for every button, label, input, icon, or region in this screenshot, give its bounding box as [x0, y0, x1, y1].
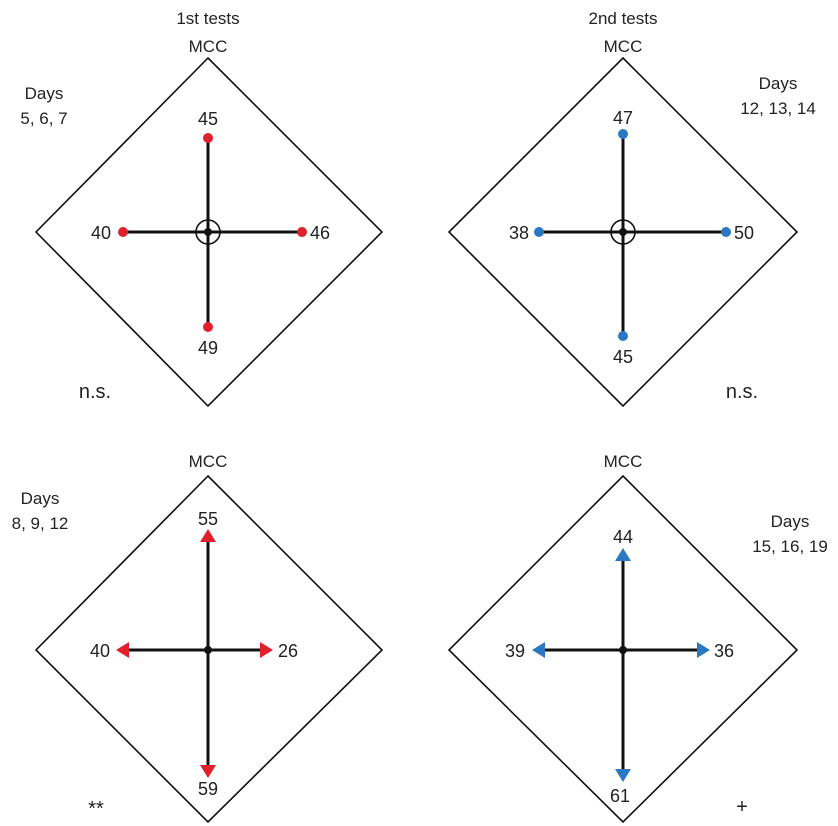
center-ring	[610, 219, 636, 245]
marker-top	[203, 133, 213, 143]
significance-label: +	[736, 796, 748, 818]
mcc-label: MCC	[189, 37, 228, 56]
marker-left	[534, 227, 544, 237]
days-title: Days	[21, 489, 60, 508]
center-ring	[195, 219, 221, 245]
value-right: 36	[714, 641, 734, 661]
marker-right	[721, 227, 731, 237]
value-bottom: 59	[198, 779, 218, 799]
value-top: 45	[198, 109, 218, 129]
panel-top-right: MCC Days 12, 13, 14 47 38 50 45 n.s.	[447, 37, 816, 408]
marker-left	[118, 227, 128, 237]
center-dot	[204, 228, 212, 236]
header-2nd-tests: 2nd tests	[589, 9, 658, 28]
days-title: Days	[771, 512, 810, 531]
days-title: Days	[25, 84, 64, 103]
center-dot	[619, 228, 627, 236]
marker-right	[297, 227, 307, 237]
diamond-frame	[447, 56, 799, 408]
marker-top	[618, 129, 628, 139]
arrow-right-marker	[697, 642, 710, 658]
value-top: 47	[613, 108, 633, 128]
marker-bottom	[618, 331, 628, 341]
arrow-up-marker	[615, 548, 631, 561]
value-left: 38	[509, 223, 529, 243]
value-bottom: 61	[610, 786, 630, 806]
value-right: 46	[310, 223, 330, 243]
days-values: 15, 16, 19	[752, 537, 828, 556]
days-values: 5, 6, 7	[20, 109, 67, 128]
mcc-label: MCC	[604, 37, 643, 56]
arrow-right-marker	[260, 642, 273, 658]
panel-bottom-left: MCC Days 8, 9, 12 55 40 26 59 **	[12, 452, 384, 824]
panel-bottom-right: MCC Days 15, 16, 19 44 39 36 61 +	[447, 452, 828, 824]
value-bottom: 45	[613, 347, 633, 367]
significance-label: n.s.	[79, 381, 111, 403]
days-values: 12, 13, 14	[740, 99, 816, 118]
diamond-frame	[34, 474, 384, 824]
panel-top-left: MCC Days 5, 6, 7 45 40 46 49 n.s.	[20, 37, 384, 408]
value-top: 55	[198, 509, 218, 529]
days-values: 8, 9, 12	[12, 514, 69, 533]
diamond-frame	[34, 56, 384, 408]
marker-bottom	[203, 322, 213, 332]
value-left: 40	[90, 641, 110, 661]
header-1st-tests: 1st tests	[176, 9, 239, 28]
value-left: 39	[505, 641, 525, 661]
days-title: Days	[759, 74, 798, 93]
center-dot	[619, 646, 627, 654]
center-dot	[204, 646, 212, 654]
value-top: 44	[613, 527, 633, 547]
arrow-up-marker	[200, 529, 216, 542]
diamond-frame	[447, 474, 799, 824]
value-bottom: 49	[198, 338, 218, 358]
mcc-label: MCC	[189, 452, 228, 471]
arrow-left-marker	[116, 642, 129, 658]
value-right: 50	[734, 223, 754, 243]
significance-label: n.s.	[726, 381, 758, 403]
arrow-left-marker	[532, 642, 545, 658]
mcc-label: MCC	[604, 452, 643, 471]
value-left: 40	[91, 223, 111, 243]
value-right: 26	[278, 641, 298, 661]
significance-label: **	[88, 798, 104, 820]
arrow-down-marker	[615, 769, 631, 782]
arrow-down-marker	[200, 765, 216, 778]
